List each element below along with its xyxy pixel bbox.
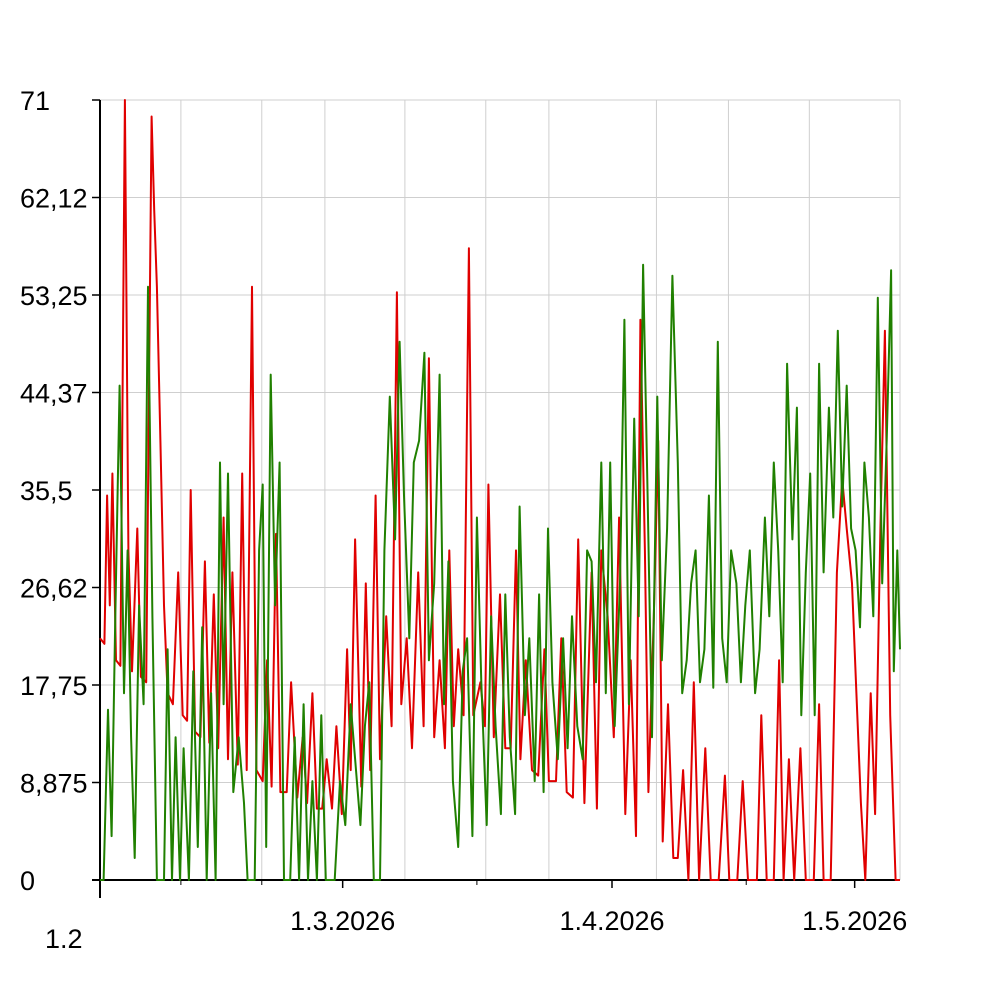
y-tick-label: 53,25 bbox=[20, 281, 88, 311]
y-tick-label: 35,5 bbox=[20, 476, 73, 506]
tick-labels: 0 8,875 17,75 26,62 35,5 44,37 53,25 62,12 71 1.2… bbox=[20, 86, 907, 954]
axes bbox=[92, 99, 900, 898]
y-tick-label: 44,37 bbox=[20, 379, 88, 409]
y-tick-label: 71 bbox=[20, 86, 50, 116]
x-tick-label: 1.5.2026 bbox=[802, 906, 907, 936]
series-line-green bbox=[100, 263, 901, 881]
y-tick-label: 8,875 bbox=[20, 769, 88, 799]
y-tick-label: 26,62 bbox=[20, 574, 88, 604]
y-tick-label: 0 bbox=[20, 866, 35, 896]
x-tick-label: 1.4.2026 bbox=[559, 906, 664, 936]
x-tick-label: 1.3.2026 bbox=[290, 906, 395, 936]
y-tick-label: 62,12 bbox=[20, 184, 88, 214]
series-group bbox=[99, 99, 901, 881]
y-tick-label: 17,75 bbox=[20, 671, 88, 701]
x-tick-label: 1.2 bbox=[45, 924, 83, 954]
series-line-red bbox=[99, 99, 900, 881]
